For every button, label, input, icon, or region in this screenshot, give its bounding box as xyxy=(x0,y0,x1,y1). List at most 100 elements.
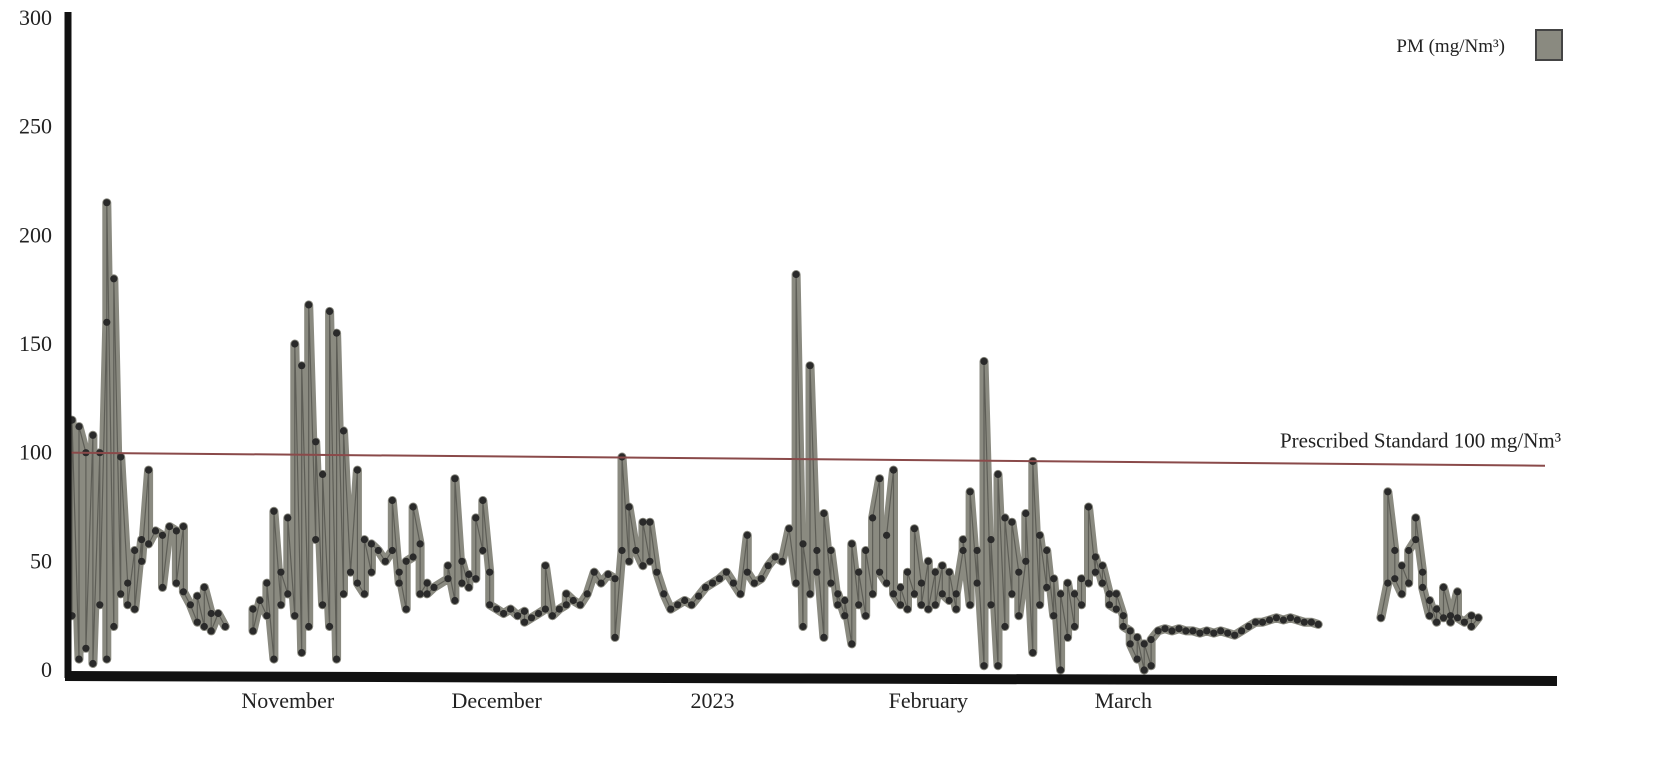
data-point-53 xyxy=(291,612,299,620)
data-point-140 xyxy=(681,596,689,605)
data-point-270 xyxy=(1217,627,1225,635)
data-point-234 xyxy=(1057,590,1065,598)
data-point-10 xyxy=(103,318,111,326)
data-point-288 xyxy=(1391,546,1399,555)
data-point-206 xyxy=(959,536,967,544)
data-point-65 xyxy=(333,655,341,663)
data-point-124 xyxy=(604,570,612,579)
data-point-240 xyxy=(1077,575,1086,583)
data-point-170 xyxy=(834,590,842,598)
data-point-59 xyxy=(312,536,320,544)
data-point-280 xyxy=(1286,614,1294,622)
data-point-196 xyxy=(924,605,932,613)
data-point-256 xyxy=(1133,633,1141,642)
x-tick-label-november: November xyxy=(241,688,335,713)
data-point-57 xyxy=(305,622,313,631)
data-point-267 xyxy=(1196,629,1204,637)
data-point-306 xyxy=(1453,588,1462,596)
data-point-217 xyxy=(1001,622,1009,631)
data-point-161 xyxy=(806,590,814,598)
data-point-111 xyxy=(527,614,536,622)
data-point-165 xyxy=(820,633,828,642)
data-point-19 xyxy=(131,546,139,555)
data-point-210 xyxy=(973,546,981,555)
data-point-291 xyxy=(1398,562,1406,570)
data-point-135 xyxy=(646,518,654,526)
data-point-178 xyxy=(862,546,870,555)
data-point-180 xyxy=(869,514,877,522)
data-point-160 xyxy=(799,540,807,548)
data-point-5 xyxy=(82,644,90,652)
data-point-143 xyxy=(701,583,710,592)
data-point-103 xyxy=(486,568,494,576)
data-point-259 xyxy=(1147,662,1155,670)
data-point-182 xyxy=(876,568,884,576)
data-point-203 xyxy=(952,605,960,613)
data-point-148 xyxy=(736,590,745,598)
data-point-269 xyxy=(1210,629,1218,637)
data-point-303 xyxy=(1439,583,1448,592)
data-point-54 xyxy=(291,340,299,348)
data-point-163 xyxy=(813,568,821,576)
data-point-287 xyxy=(1384,488,1392,496)
data-point-76 xyxy=(374,546,382,555)
data-point-188 xyxy=(896,583,905,592)
data-point-64 xyxy=(326,307,334,315)
data-point-236 xyxy=(1064,579,1072,587)
data-point-307 xyxy=(1453,614,1462,622)
data-point-213 xyxy=(987,601,995,609)
data-point-174 xyxy=(848,540,856,548)
data-point-162 xyxy=(806,362,814,370)
data-point-136 xyxy=(653,568,661,576)
data-point-246 xyxy=(1098,562,1106,570)
data-point-56 xyxy=(298,362,306,370)
y-tick-label-200: 200 xyxy=(19,222,52,247)
data-point-277 xyxy=(1265,616,1274,624)
data-point-77 xyxy=(381,557,389,565)
data-point-88 xyxy=(423,579,431,587)
data-point-114 xyxy=(541,562,550,570)
y-tick-label-250: 250 xyxy=(19,114,52,139)
data-point-63 xyxy=(326,622,334,631)
data-point-18 xyxy=(124,601,132,609)
data-point-134 xyxy=(646,557,654,565)
data-point-283 xyxy=(1307,618,1315,626)
data-point-117 xyxy=(562,601,570,609)
series-segment-1 xyxy=(248,270,1323,675)
data-point-97 xyxy=(465,583,473,592)
data-point-156 xyxy=(785,525,793,533)
data-point-185 xyxy=(889,466,898,474)
series-layer xyxy=(67,198,1483,675)
data-point-12 xyxy=(103,199,111,207)
data-point-74 xyxy=(367,568,375,576)
data-point-157 xyxy=(792,579,800,587)
data-point-25 xyxy=(151,527,160,535)
data-point-244 xyxy=(1091,553,1099,561)
data-point-260 xyxy=(1147,636,1155,644)
data-point-93 xyxy=(451,596,459,605)
data-point-279 xyxy=(1279,616,1287,624)
data-point-79 xyxy=(388,496,396,505)
data-point-195 xyxy=(924,557,932,565)
data-point-133 xyxy=(639,518,647,526)
data-point-215 xyxy=(994,662,1002,670)
data-point-15 xyxy=(117,590,125,598)
y-tick-label-50: 50 xyxy=(30,548,52,573)
data-point-43 xyxy=(249,627,257,635)
data-point-35 xyxy=(193,592,201,600)
data-point-86 xyxy=(416,540,424,548)
data-point-222 xyxy=(1015,612,1023,620)
data-point-263 xyxy=(1168,627,1176,635)
data-point-36 xyxy=(200,622,208,631)
x-tick-labels: November December 2023 February March xyxy=(241,688,1152,713)
data-point-212 xyxy=(980,357,988,365)
data-point-191 xyxy=(910,590,919,598)
data-point-250 xyxy=(1112,590,1120,598)
data-point-92 xyxy=(444,562,452,570)
data-point-308 xyxy=(1460,618,1468,626)
y-tick-label-300: 300 xyxy=(19,5,52,30)
data-point-224 xyxy=(1022,509,1030,518)
series-segment-outline-1 xyxy=(252,273,1319,671)
data-point-2 xyxy=(75,655,83,663)
